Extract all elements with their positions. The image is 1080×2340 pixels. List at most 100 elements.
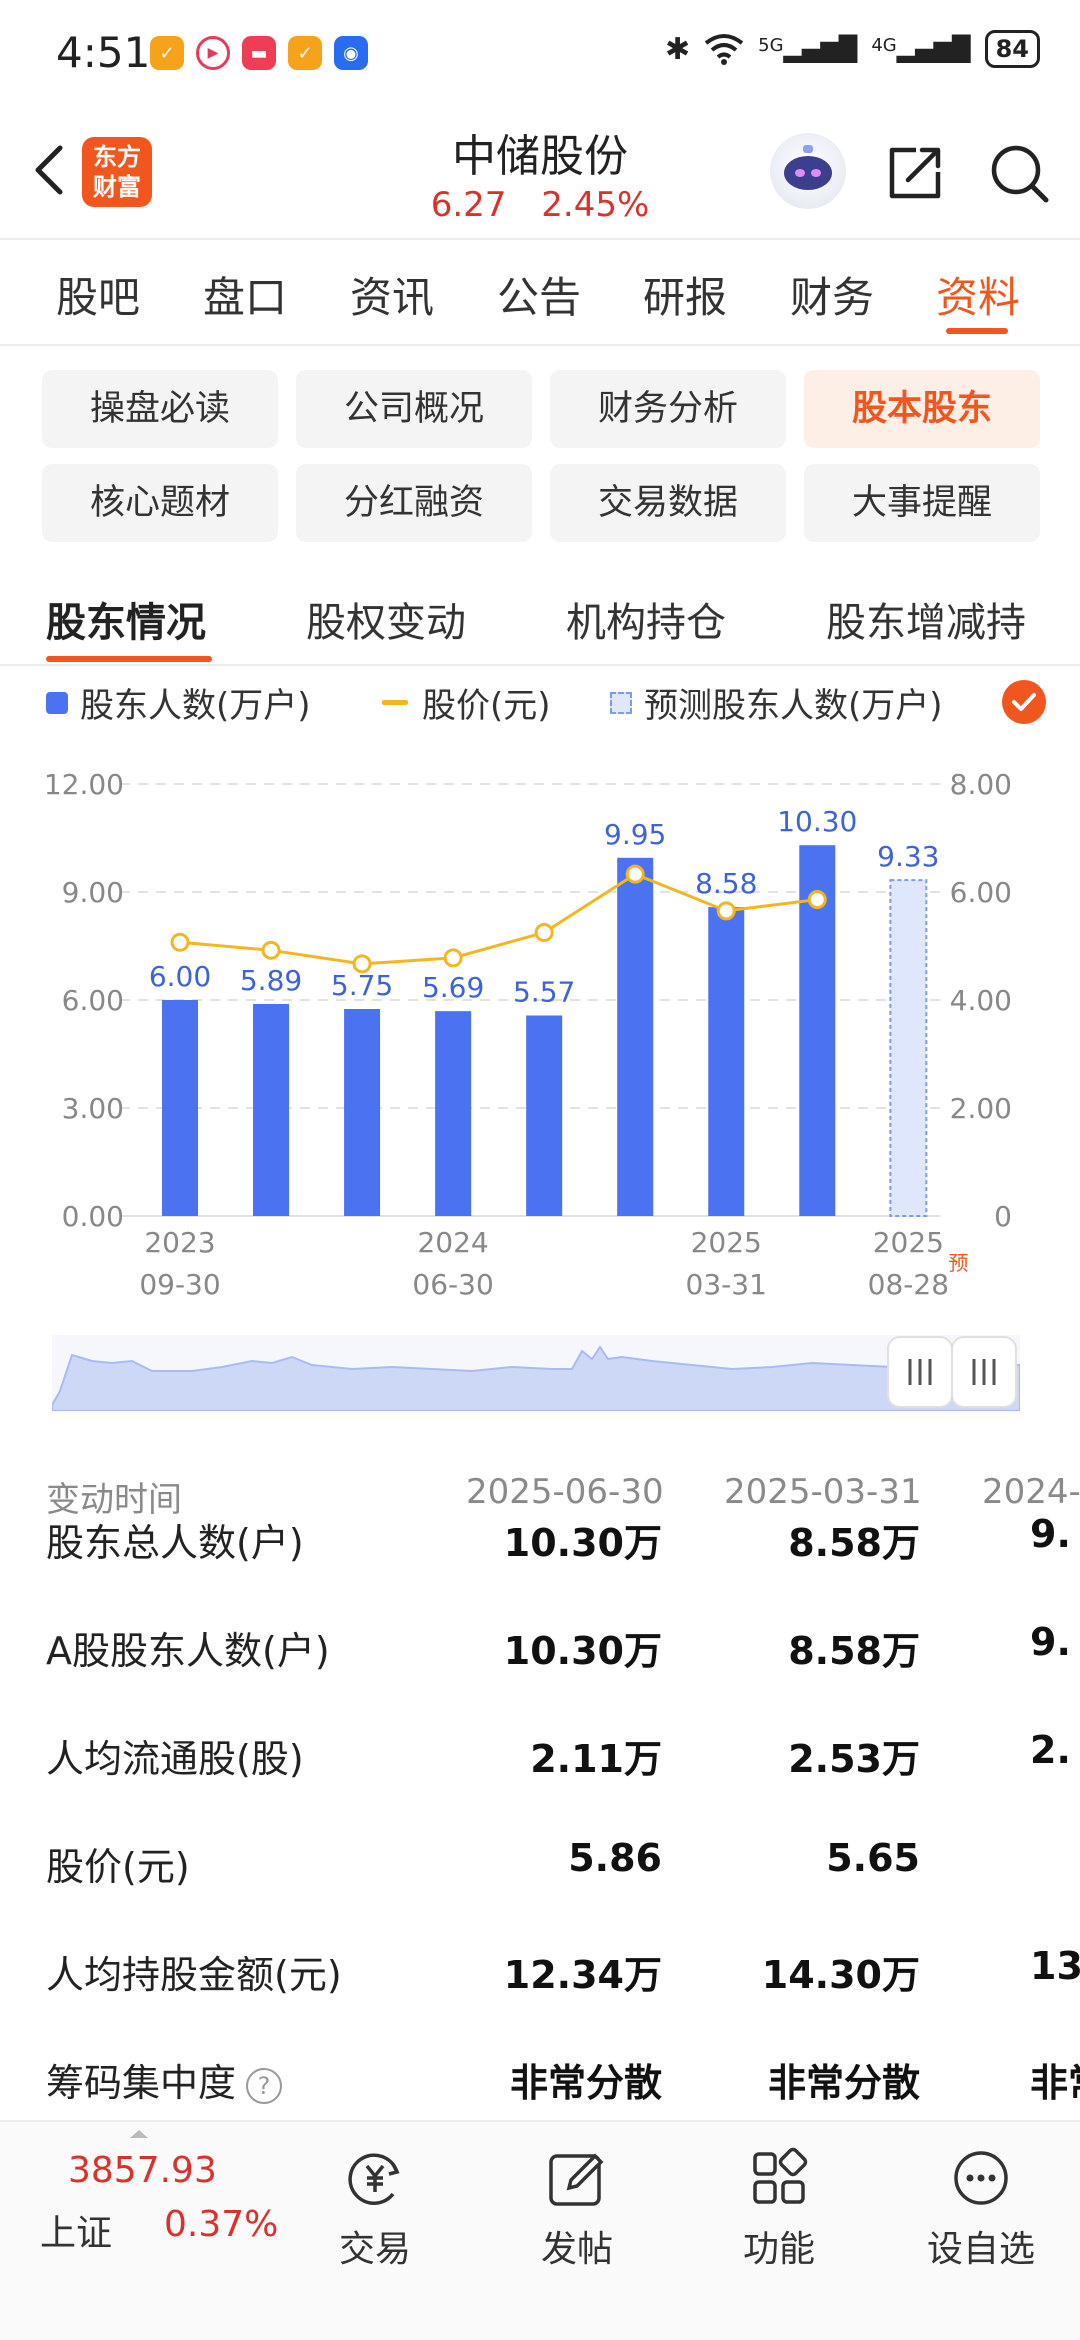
- sub-btn-events[interactable]: 大事提醒: [804, 464, 1040, 542]
- search-icon[interactable]: [986, 140, 1052, 206]
- tab-guba[interactable]: 股吧: [56, 273, 141, 322]
- left-axis-tick: 9.00: [62, 876, 124, 909]
- tab-news[interactable]: 资讯: [350, 273, 435, 322]
- legend-price[interactable]: 股价(元): [382, 678, 551, 727]
- right-axis-tick: 2.00: [950, 1092, 1012, 1125]
- app-notification-icon-2: ✓: [288, 36, 322, 70]
- table-col-date-1: 2025-06-30: [466, 1472, 664, 1512]
- table-row-label: 股价(元): [46, 1845, 190, 1889]
- legend-forecast-swatch: [610, 691, 632, 714]
- signal-5g-icon: 5G▂▄▆█: [758, 35, 858, 63]
- legend-line-swatch: [382, 700, 408, 705]
- tab-announcements[interactable]: 公告: [497, 273, 582, 322]
- yuan-cycle-icon: [348, 2153, 400, 2205]
- table-cell: 8.58万: [788, 1521, 920, 1565]
- right-axis-tick: 4.00: [950, 984, 1012, 1017]
- sub-btn-trading-data[interactable]: 交易数据: [550, 464, 786, 542]
- sub-btn-shares-holders[interactable]: 股本股东: [804, 370, 1040, 448]
- signal-4g-icon: 4G▂▄▆█: [871, 35, 971, 63]
- tab-financials[interactable]: 财务: [790, 273, 875, 322]
- table-row-label: A股股东人数(户): [46, 1629, 330, 1673]
- bar-value-label: 6.00: [149, 960, 211, 993]
- sub-btn-core-themes[interactable]: 核心题材: [42, 464, 278, 542]
- table-cell: 5.65: [826, 1836, 920, 1880]
- video-app-icon: ▶: [196, 36, 230, 70]
- help-icon[interactable]: ?: [246, 2067, 283, 2104]
- index-expand-arrow-icon[interactable]: [128, 2128, 150, 2140]
- sub-btn-dividends[interactable]: 分红融资: [296, 464, 532, 542]
- sub-btn-trading-guide[interactable]: 操盘必读: [42, 370, 278, 448]
- grid-icon: [753, 2147, 808, 2204]
- status-right: ✱ 5G▂▄▆█ 4G▂▄▆█ 84: [665, 30, 1040, 68]
- tab-profile[interactable]: 资料: [936, 273, 1021, 322]
- index-value[interactable]: 3857.93: [68, 2150, 217, 2191]
- table-cell: 9.: [1030, 1620, 1071, 1664]
- right-axis-tick: 8.00: [950, 768, 1012, 801]
- bar: [344, 1009, 381, 1216]
- stock-quote: 6.27 2.45%: [0, 185, 1080, 225]
- tab-pankou[interactable]: 盘口: [203, 273, 288, 322]
- index-name[interactable]: 上证: [40, 2213, 113, 2254]
- bar: [435, 1011, 472, 1216]
- price-point: [261, 940, 281, 960]
- active-tab-indicator: [946, 328, 1008, 334]
- left-axis-tick: 6.00: [62, 984, 124, 1017]
- stock-change-pct: 2.45%: [541, 185, 650, 225]
- shield-app-icon: ◉: [334, 36, 368, 70]
- price-line: [179, 872, 818, 966]
- wifi-icon: [704, 34, 744, 65]
- bar: [162, 1000, 198, 1216]
- legend-forecast[interactable]: 预测股东人数(万户): [610, 678, 943, 727]
- chart-range-navigator[interactable]: [52, 1335, 1020, 1411]
- stock-name: 中储股份: [452, 131, 628, 182]
- status-time: 4:51: [56, 28, 151, 77]
- legend-holders[interactable]: 股东人数(万户): [46, 678, 311, 727]
- tab-equity-changes[interactable]: 股权变动: [306, 600, 466, 646]
- app-logo[interactable]: 东方 财富: [82, 137, 152, 207]
- section-divider: [0, 664, 1080, 666]
- tab-institutional[interactable]: 机构持仓: [566, 600, 726, 646]
- bar-value-label: 8.58: [695, 867, 757, 900]
- table-cell: 12.34万: [503, 1953, 662, 1997]
- table-cell: 非常: [1030, 2061, 1080, 2105]
- shareholder-table: 变动时间 2025-06-30 2025-03-31 2024- 股东总人数(户…: [0, 1460, 1080, 2120]
- nav-trade[interactable]: 交易: [300, 2146, 450, 2272]
- bar-value-label: 5.69: [422, 971, 484, 1004]
- tabs-divider: [0, 344, 1080, 346]
- table-col-date-2: 2025-03-31: [724, 1472, 922, 1512]
- header-divider: [0, 238, 1080, 240]
- notification-icons: ✓ ▶ ▬ ✓ ◉: [150, 36, 368, 70]
- price-point: [352, 954, 372, 974]
- nav-functions[interactable]: 功能: [704, 2146, 854, 2272]
- bar: [253, 1003, 290, 1216]
- table-cell: 14.30万: [761, 1953, 920, 1997]
- ai-assistant-robot-icon[interactable]: [770, 133, 846, 209]
- table-cell: 10.30万: [503, 1521, 662, 1565]
- share-icon[interactable]: [882, 140, 948, 206]
- x-axis-tick-date: 03-31: [686, 1268, 767, 1301]
- tab-holder-changes[interactable]: 股东增减持: [826, 600, 1026, 646]
- index-change-pct[interactable]: 0.37%: [164, 2204, 279, 2245]
- tab-research[interactable]: 研报: [643, 273, 728, 322]
- bar-value-label: 10.30: [777, 805, 857, 838]
- sub-btn-financial-analysis[interactable]: 财务分析: [550, 370, 786, 448]
- tab-shareholders[interactable]: 股东情况: [46, 600, 206, 646]
- table-row-label: 股东总人数(户): [46, 1521, 304, 1565]
- forecast-value-label: 9.33: [877, 840, 939, 873]
- nav-add-watchlist[interactable]: 设自选: [906, 2146, 1056, 2272]
- price-point: [716, 901, 736, 921]
- price-point: [625, 864, 645, 884]
- back-arrow-icon[interactable]: [22, 140, 82, 200]
- section-tabs: 股东情况 股权变动 机构持仓 股东增减持: [0, 580, 1080, 670]
- app-notification-icon: ✓: [150, 36, 184, 70]
- nav-post[interactable]: 发帖: [502, 2146, 652, 2272]
- bar: [708, 907, 745, 1216]
- checkmark-icon[interactable]: [1002, 680, 1046, 724]
- table-row-label: 人均持股金额(元): [46, 1953, 342, 1997]
- stock-price: 6.27: [430, 185, 507, 225]
- left-axis-tick: 0.00: [62, 1200, 124, 1233]
- x-axis-tick-date: 06-30: [412, 1268, 493, 1301]
- sub-btn-company-overview[interactable]: 公司概况: [296, 370, 532, 448]
- table-cell: 8.58万: [788, 1629, 920, 1673]
- bottom-nav-bar: 3857.93 上证 0.37% 交易 发帖 功能 设自选: [0, 2120, 1080, 2340]
